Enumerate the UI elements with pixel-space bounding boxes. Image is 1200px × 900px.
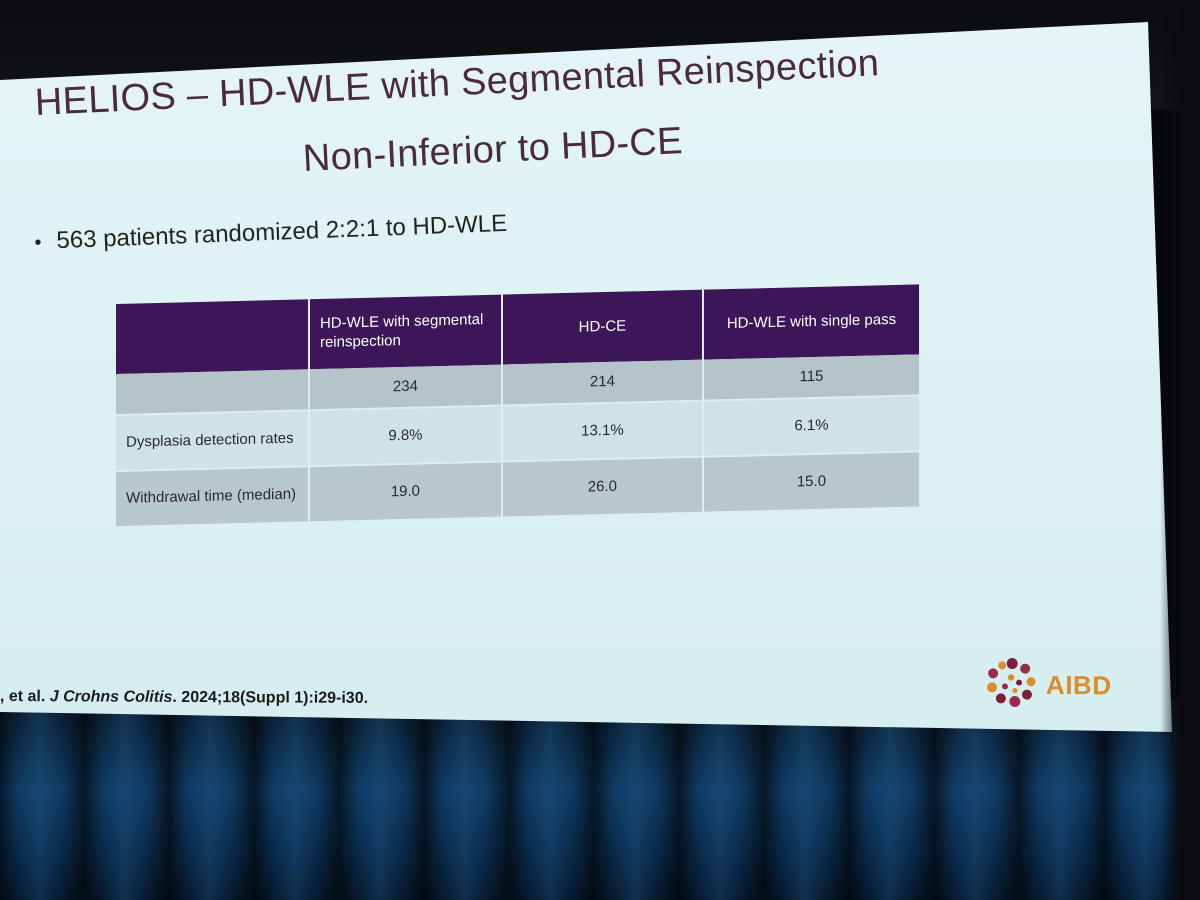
table-cell: 115 [702, 354, 920, 401]
aibd-logo-icon [986, 658, 1036, 708]
table-header-single-pass: HD-WLE with single pass [702, 284, 920, 360]
citation-journal: J Crohns Colitis [49, 688, 173, 706]
table-row-label: Dysplasia detection rates [116, 410, 309, 471]
table-header-segmental: HD-WLE with segmental reinspection [308, 294, 502, 370]
aibd-logo: AIBD [982, 655, 1153, 716]
table-cell: 13.1% [501, 400, 703, 462]
stage-curtain [0, 700, 1200, 900]
bullet-point: • 563 patients randomized 2:2:1 to HD-WLE [34, 210, 508, 256]
bullet-icon: • [34, 231, 43, 254]
table-header-hdce: HD-CE [501, 289, 703, 365]
table-cell: 15.0 [702, 451, 920, 513]
citation-prefix: , et al. [0, 688, 50, 706]
bullet-text: 563 patients randomized 2:2:1 to HD-WLE [55, 209, 508, 255]
table-row-label: Withdrawal time (median) [116, 466, 309, 527]
citation: , et al. J Crohns Colitis. 2024;18(Suppl… [0, 688, 368, 708]
hall-edge [1160, 0, 1200, 900]
table-cell: 19.0 [308, 461, 502, 523]
table-row-label [116, 369, 309, 415]
table-cell: 6.1% [702, 395, 920, 457]
table-cell: 26.0 [501, 456, 703, 518]
table-header-empty [116, 299, 309, 374]
table-cell: 9.8% [308, 405, 502, 467]
slide-title-line-2: Non-Inferior to HD-CE [302, 120, 684, 180]
aibd-logo-text: AIBD [1045, 669, 1112, 701]
citation-details: . 2024;18(Suppl 1):i29-i30. [172, 688, 369, 707]
table-cell: 214 [501, 359, 703, 406]
results-table: HD-WLE with segmental reinspection HD-CE… [116, 284, 921, 527]
table-cell: 234 [308, 364, 502, 411]
